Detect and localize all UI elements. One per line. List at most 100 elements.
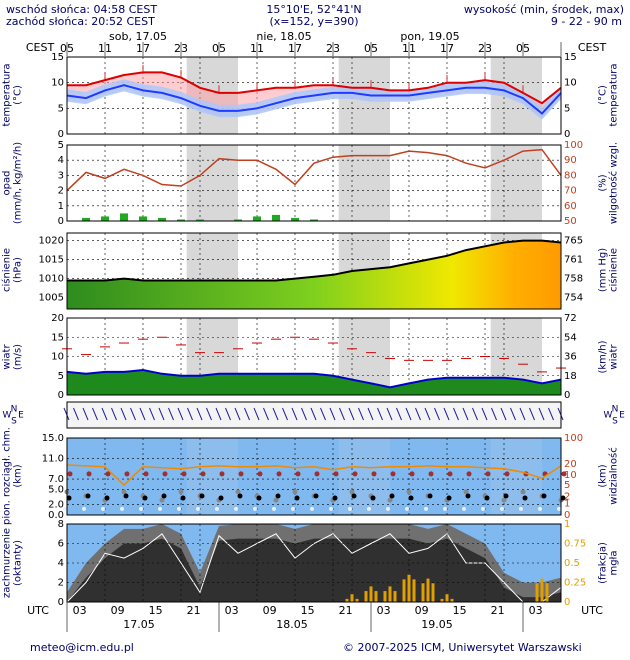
wind-tick-right: 0 [564,390,570,401]
pressure-ylabel-right: (mm Hg) [598,248,609,292]
cloud-dot-mid [463,489,469,495]
cloud-dot-base [424,506,428,511]
cloud-dot-high [200,471,206,477]
utc-tick: 03 [225,604,239,617]
panel-frame [66,401,562,429]
wind-arrow [443,407,450,421]
wind-arrow [472,407,478,421]
cloud-dot-low [142,495,148,501]
cloud-dot-low [104,495,110,501]
cloud-dot-high [238,471,244,477]
cloud-dot-low [294,495,300,501]
cloud-dot-low [446,495,452,501]
tz-bottom-label: UTC [581,604,603,617]
utc-tick: 21 [339,604,353,617]
pressure-tick-right: 765 [564,236,583,247]
cloud-tick-left: 0.0 [48,510,64,521]
precip-tick-left: 3 [58,170,64,181]
temp-ylabel: temperatura [2,63,13,126]
humidity-tick-right: 70 [564,186,577,197]
temp-ylabel-right: temperatura [609,63,620,126]
cloud-dot-mid [349,489,355,495]
cloud-dot-low [237,493,243,499]
wind-arrow [510,407,516,421]
utc-tick: 03 [529,604,543,617]
cloud-dot-low [389,493,395,499]
cloud-dot-base [196,506,200,511]
precip-bar [310,219,318,221]
cloud-dot-base [443,506,447,511]
fog-bar [407,574,411,602]
contact-email[interactable]: meteo@icm.edu.pl [30,641,134,654]
cloud-dot-mid [178,489,184,495]
wind-arrow [405,407,412,421]
cloud-dot-low [161,493,167,499]
cloud-dot-base [272,506,276,511]
precip-bar [234,219,242,221]
utc-tick: 03 [377,604,391,617]
visibility-tick-right: 100 [564,433,583,444]
fog-bar [431,583,435,602]
wind-ylabel-right: wiatr [609,344,620,370]
wind-arrow [187,407,193,421]
wind-tick-right: 18 [564,371,577,382]
cloud-dot-base [329,506,333,511]
temp-mid-band [67,79,561,120]
wind-arrow [130,407,136,421]
cloud-dot-base [386,506,390,511]
humidity-line [66,148,562,192]
panel-frame [66,144,562,222]
compass-s-left: S [11,417,17,427]
cloud-dot-mid [387,497,393,503]
cloud-dot-high [447,471,453,477]
night-band [338,145,390,221]
wind-arrow [139,407,146,421]
fog-tick-right: 0.5 [564,558,580,569]
pressure-tick-right: 758 [564,274,583,285]
temp-tick-left: 15 [51,52,64,63]
cloud-dot-base [234,506,238,511]
fog-bar [355,598,359,602]
height-values: 9 - 22 - 90 m [550,15,622,28]
cloudiness-ylabel: zachmurzenie [2,528,13,598]
pressure-tick-right: 761 [564,255,583,266]
wind-tick-right: 36 [564,352,577,363]
cloud-dot-high [466,471,472,477]
cloud-tick-left: 2.0 [48,500,64,511]
visibility-tick-right: 0 [564,510,570,521]
utc-tick: 03 [73,604,87,617]
compass-n-right: N [612,405,619,415]
wind-arrow [434,407,440,421]
cloud-dot-high [86,471,92,477]
wind-arrow [386,407,393,421]
precip-bar [196,219,204,221]
utc-tick: 09 [111,604,125,617]
cloud-dot-mid [501,497,507,503]
fog-bar [540,578,544,602]
fog-bar [364,591,368,602]
wind-arrow [348,407,355,421]
wind-arrow [168,407,174,421]
compass-e-left: E [18,411,24,421]
wind-arrow [358,407,364,421]
utc-tick: 15 [453,604,467,617]
cloud-oct-tick-left: 6 [58,539,64,550]
wind-ylabel: wiatr [2,344,13,370]
cloud-dot-high [314,471,320,477]
wind-arrow [225,407,231,421]
utc-tick: 09 [263,604,277,617]
wind-arrow [149,407,155,421]
wind-arrow [339,407,345,421]
wind-arrow [538,407,545,421]
cloud-dot-high [295,471,301,477]
cloud-dot-base [253,506,257,511]
cloud-dot-high [333,471,339,477]
wind-arrow [234,407,241,421]
cloud-dot-low [275,493,281,499]
cloud-dot-base [367,506,371,511]
cloud-dot-mid [273,497,279,503]
cloud-dot-low [427,493,433,499]
cloud-dot-high [276,471,282,477]
cloud-dot-low [465,493,471,499]
wind-speed-line [66,368,562,389]
